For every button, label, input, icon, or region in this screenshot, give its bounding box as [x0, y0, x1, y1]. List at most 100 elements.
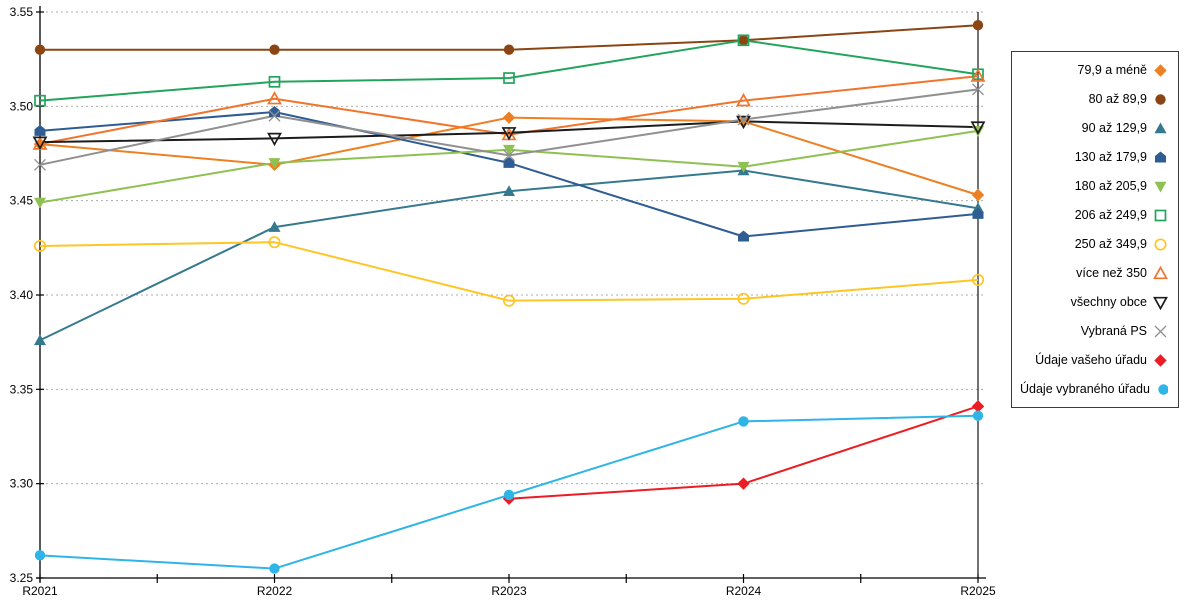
triangle-up-legend-marker-icon: [1153, 265, 1168, 279]
data-point-R2023-series-2: [503, 185, 515, 197]
x-tick-label: R2025: [960, 584, 996, 598]
data-point-R2024-series-1: [738, 35, 749, 46]
legend-item-10: Údaje vašeho úřadu: [1020, 351, 1168, 369]
legend-item-2: 90 až 129,9: [1020, 119, 1168, 137]
legend-label: Údaje vašeho úřadu: [1035, 353, 1147, 367]
data-point-R2022-series-5: [268, 75, 281, 88]
legend-item-1: 80 až 89,9: [1020, 90, 1168, 108]
legend-item-8: všechny obce: [1020, 293, 1168, 311]
data-point-R2024-series-0: [737, 115, 750, 128]
x-icon: [1154, 325, 1167, 337]
data-point-R2023-series-0: [502, 111, 516, 124]
y-tick-label: 3.25: [10, 571, 34, 585]
data-point-R2025-series-6: [971, 273, 985, 286]
diamond-icon: [1154, 63, 1167, 77]
data-point-R2025-series-7: [970, 68, 986, 82]
data-point-R2022-series-7: [267, 91, 282, 105]
circle-icon: [1158, 383, 1168, 395]
circle-icon: [1154, 237, 1167, 251]
triangle-down-legend-marker-icon: [1154, 181, 1167, 192]
legend-label: 180 až 205,9: [1074, 179, 1147, 193]
data-point-R2022-series-9: [268, 109, 281, 122]
data-point-R2024-series-5: [737, 34, 750, 47]
data-point-R2021-series-9: [34, 158, 46, 171]
series-line-6: [39, 241, 979, 302]
x-tick-label: R2022: [257, 584, 293, 598]
data-point-R2022-series-4: [268, 158, 281, 169]
diamond-icon: [1154, 353, 1167, 367]
triangle-up-legend-marker-icon: [1154, 122, 1167, 133]
series-line-3: [39, 110, 979, 238]
x-tick-label: R2021: [22, 584, 58, 598]
data-point-R2024-series-11: [738, 416, 749, 427]
data-point-R2023-series-1: [503, 44, 515, 55]
data-point-R2022-series-2: [268, 221, 281, 232]
data-point-R2021-series-11: [34, 550, 46, 561]
diamond-legend-marker-icon: [1154, 63, 1167, 77]
data-point-R2024-series-7: [736, 92, 751, 107]
triangle-up-icon: [1153, 265, 1168, 279]
data-point-R2022-series-8: [267, 132, 282, 147]
legend-label: 206 až 249,9: [1074, 208, 1147, 222]
data-point-R2023-series-3: [503, 156, 515, 168]
diamond-legend-marker-icon: [1154, 353, 1167, 367]
legend-item-11: Údaje vybraného úřadu: [1020, 380, 1168, 398]
square-icon: [1154, 209, 1167, 221]
y-tick-label: 3.40: [10, 288, 34, 302]
series-line-7: [39, 75, 979, 146]
data-point-R2021-series-6: [33, 239, 47, 252]
legend-label: 90 až 129,9: [1081, 121, 1147, 135]
triangle-down-icon: [1153, 296, 1168, 310]
y-tick-label: 3.45: [10, 194, 34, 208]
data-point-R2024-series-3: [738, 230, 749, 242]
data-point-R2025-series-0: [971, 188, 985, 202]
legend-item-9: Vybraná PS: [1020, 322, 1168, 340]
x-tick-label: R2023: [491, 584, 527, 598]
legend-item-4: 180 až 205,9: [1020, 177, 1168, 195]
data-point-R2021-series-8: [32, 136, 48, 150]
data-point-R2025-series-10: [971, 400, 985, 413]
data-point-R2021-series-5: [34, 94, 46, 107]
y-tick-label: 3.35: [10, 382, 34, 396]
data-point-R2025-series-9: [972, 83, 984, 96]
data-point-R2021-series-1: [34, 44, 46, 55]
data-point-R2025-series-1: [972, 20, 984, 31]
data-point-R2021-series-2: [34, 334, 46, 346]
legend-item-7: více než 350: [1020, 264, 1168, 282]
data-point-R2024-series-4: [737, 161, 750, 173]
legend-item-5: 206 až 249,9: [1020, 206, 1168, 224]
data-point-R2022-series-3: [269, 105, 280, 117]
chart-legend: 79,9 a méně 80 až 89,9 90 až 129,9 130 až 1…: [1011, 51, 1179, 408]
y-tick-label: 3.55: [10, 5, 34, 19]
data-point-R2021-series-3: [34, 124, 46, 136]
triangle-down-legend-marker-icon: [1153, 296, 1168, 310]
pentagon-legend-marker-icon: [1155, 151, 1166, 162]
square-legend-marker-icon: [1154, 209, 1167, 221]
data-point-R2023-series-5: [503, 72, 515, 84]
data-point-R2023-series-8: [501, 127, 517, 141]
circle-legend-marker-icon: [1154, 237, 1167, 251]
data-point-R2023-series-6: [502, 294, 516, 307]
data-point-R2023-series-9: [503, 149, 515, 162]
data-point-R2024-series-6: [737, 292, 750, 305]
legend-label: všechny obce: [1070, 295, 1147, 309]
data-point-R2025-series-11: [972, 410, 984, 421]
data-point-R2023-series-4: [503, 144, 515, 156]
data-point-R2025-series-2: [972, 202, 984, 214]
y-tick-label: 3.30: [10, 477, 34, 491]
series-line-8: [39, 120, 979, 144]
data-point-R2025-series-8: [970, 121, 986, 135]
data-point-R2024-series-10: [737, 477, 750, 490]
legend-label: 130 až 179,9: [1074, 150, 1147, 164]
y-tick-label: 3.50: [10, 99, 34, 113]
pentagon-icon: [1155, 151, 1166, 162]
legend-label: Údaje vybraného úřadu: [1020, 382, 1150, 396]
triangle-up-icon: [1154, 122, 1167, 133]
data-point-R2022-series-11: [269, 563, 280, 574]
series-line-5: [39, 39, 979, 102]
data-point-R2023-series-11: [503, 489, 515, 501]
legend-label: 79,9 a méně: [1077, 63, 1148, 77]
data-point-R2022-series-1: [269, 44, 280, 55]
